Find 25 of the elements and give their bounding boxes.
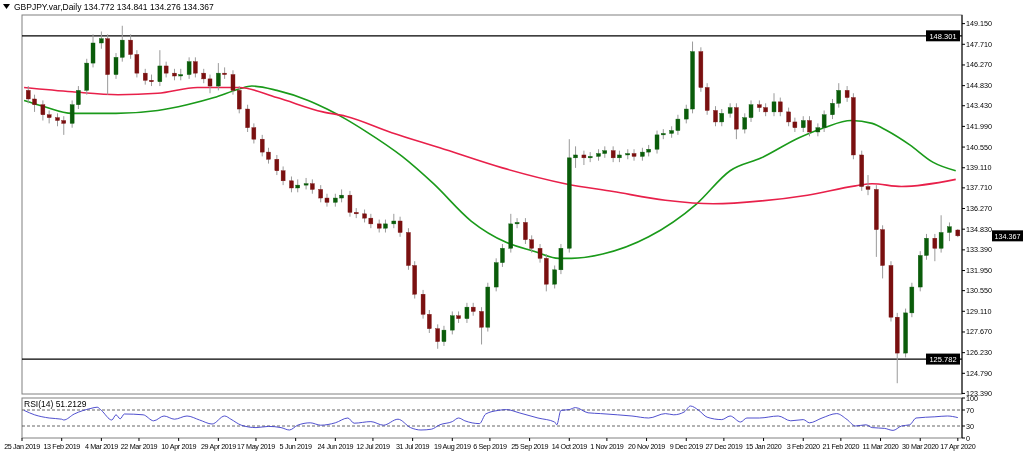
candlestick — [441, 325, 447, 347]
candlestick — [771, 92, 777, 117]
candlestick — [450, 310, 455, 335]
candlestick — [631, 148, 637, 162]
candlestick — [734, 102, 739, 140]
candlestick — [303, 177, 309, 190]
chart-title: GBPJPY.var,Daily 134.772 134.841 134.276 134.367 — [14, 2, 215, 12]
candlestick — [435, 323, 440, 350]
candlestick — [938, 214, 944, 254]
candlestick — [479, 306, 484, 345]
candlestick — [186, 56, 192, 80]
candlestick — [807, 115, 812, 137]
candlestick — [932, 233, 938, 262]
candlestick — [464, 302, 470, 324]
candlestick — [397, 216, 403, 238]
chart-title: RSI(14) 51.2129 — [24, 399, 87, 409]
candlestick — [581, 150, 587, 166]
candlestick — [193, 56, 198, 78]
candlestick — [157, 49, 163, 87]
candlestick — [778, 97, 783, 117]
candlestick — [947, 221, 952, 242]
candlestick — [727, 102, 733, 119]
candlestick — [216, 62, 221, 91]
candlestick — [713, 105, 718, 127]
line-series — [23, 86, 957, 205]
